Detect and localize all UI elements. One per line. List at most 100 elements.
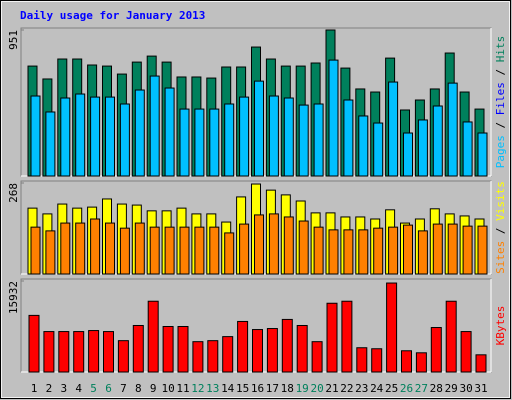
x-tick-label: 30 xyxy=(459,382,472,395)
bar xyxy=(281,318,293,373)
bar xyxy=(75,93,86,177)
x-tick-label: 12 xyxy=(191,382,204,395)
bar xyxy=(103,331,114,373)
x-tick-label: 21 xyxy=(325,382,338,395)
bar xyxy=(432,223,443,275)
bar xyxy=(60,222,71,275)
bar xyxy=(298,220,309,275)
bar xyxy=(30,95,41,177)
bar xyxy=(358,229,369,275)
bar xyxy=(311,341,323,373)
bar xyxy=(90,96,101,177)
bar xyxy=(460,331,472,373)
bar xyxy=(358,115,369,177)
y-axis-label-part: KBytes xyxy=(494,306,507,346)
bar xyxy=(373,227,384,275)
bar xyxy=(403,224,413,275)
y-axis-label: Pages / Files / Hits xyxy=(494,36,507,169)
bar xyxy=(30,226,41,275)
bar xyxy=(388,226,399,275)
bar xyxy=(254,80,264,177)
bar xyxy=(75,222,86,275)
bar xyxy=(194,108,205,177)
bar xyxy=(88,330,100,373)
bar xyxy=(417,230,428,275)
bar xyxy=(268,95,279,177)
bar xyxy=(283,216,294,275)
bar xyxy=(447,82,458,177)
y-axis-label-part: Pages xyxy=(494,135,507,168)
bar xyxy=(268,213,279,275)
bar xyxy=(194,226,205,275)
bar xyxy=(179,108,190,177)
bar xyxy=(162,326,174,373)
x-tick-label: 5 xyxy=(90,382,97,395)
bar xyxy=(147,300,159,373)
bar xyxy=(341,300,353,373)
bar xyxy=(239,96,250,177)
bar xyxy=(477,132,488,177)
bar xyxy=(149,75,160,177)
x-tick-label: 24 xyxy=(370,382,384,395)
x-tick-label: 23 xyxy=(355,382,368,395)
x-tick-label: 31 xyxy=(474,382,487,395)
y-axis-label-part: Files xyxy=(494,82,507,115)
bar xyxy=(43,331,55,373)
y-axis-label-part: / xyxy=(494,221,507,241)
bar xyxy=(117,340,129,373)
x-tick-label: 8 xyxy=(135,382,142,395)
y-axis-label: KBytes xyxy=(494,306,507,346)
bar xyxy=(417,119,428,177)
x-tick-label: 15 xyxy=(236,382,249,395)
bar xyxy=(164,87,175,177)
x-tick-label: 19 xyxy=(296,382,309,395)
bar xyxy=(371,348,383,373)
x-tick-label: 6 xyxy=(105,382,112,395)
x-tick-label: 11 xyxy=(176,382,189,395)
bar xyxy=(224,232,235,275)
x-tick-label: 2 xyxy=(46,382,53,395)
bar xyxy=(445,300,457,373)
bar xyxy=(45,230,56,275)
bar xyxy=(328,229,339,275)
y-tick-label: 951 xyxy=(7,30,20,50)
bar xyxy=(266,328,278,373)
bar xyxy=(149,226,160,275)
x-tick-label: 25 xyxy=(385,382,398,395)
bar xyxy=(432,105,443,177)
bar xyxy=(254,214,264,275)
x-tick-label: 16 xyxy=(251,382,264,395)
bar xyxy=(298,104,309,177)
bar xyxy=(462,121,473,177)
bar xyxy=(343,99,354,177)
y-axis-label-part: Visits xyxy=(494,181,507,221)
x-tick-label: 29 xyxy=(445,382,458,395)
bar xyxy=(373,122,384,177)
bar xyxy=(90,218,101,275)
bar xyxy=(475,354,487,373)
y-axis-label-part: / xyxy=(494,62,507,82)
x-tick-label: 20 xyxy=(310,382,323,395)
bar xyxy=(134,222,145,275)
y-axis-label: Sites / Visits xyxy=(494,181,507,274)
bar xyxy=(313,226,324,275)
y-tick-label: 15932 xyxy=(7,281,20,314)
bar xyxy=(477,225,488,275)
x-tick-label: 3 xyxy=(60,382,67,395)
x-tick-label: 28 xyxy=(430,382,443,395)
bar xyxy=(209,108,220,177)
bar xyxy=(386,282,398,373)
bar xyxy=(222,336,234,373)
x-tick-label: 26 xyxy=(400,382,413,395)
bar xyxy=(313,103,324,177)
bar xyxy=(134,89,145,177)
bar xyxy=(58,331,70,373)
chart-title: Daily usage for January 2013 xyxy=(20,9,205,22)
y-tick-label: 268 xyxy=(7,183,20,203)
bar xyxy=(105,96,115,177)
bar xyxy=(60,97,71,177)
bar xyxy=(119,103,130,177)
bar xyxy=(388,81,399,177)
